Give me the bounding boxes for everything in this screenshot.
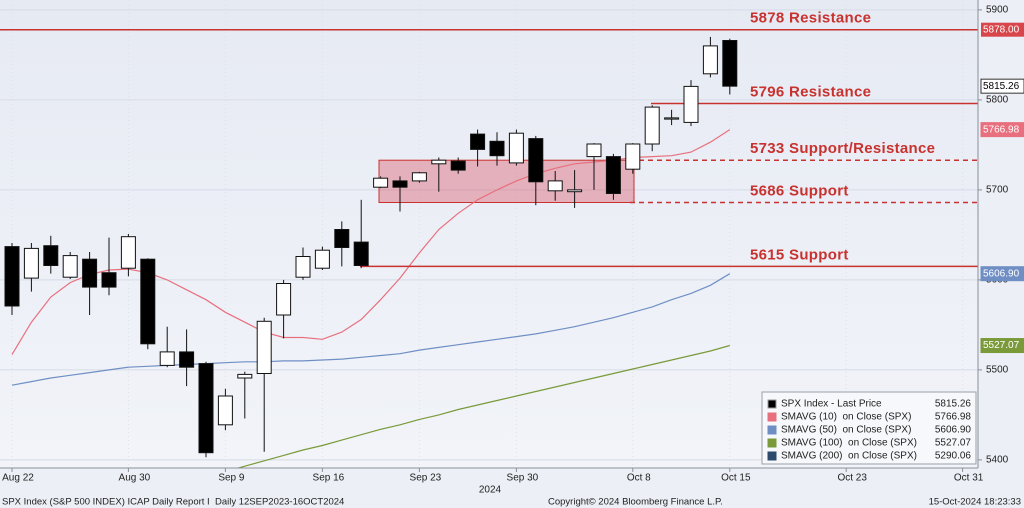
level-price-label: 5878.00 — [983, 24, 1020, 35]
candle-body — [276, 283, 292, 316]
y-tick-label: 5900 — [986, 5, 1009, 16]
candle-body — [101, 272, 117, 288]
candle-body — [23, 247, 39, 279]
level-layer: 5878 Resistance 5796 Resistance 5733 Suppo… — [0, 10, 978, 268]
candle-body — [411, 172, 427, 182]
price-box-label: 5606.90 — [983, 268, 1020, 279]
y-tick-label: 5400 — [986, 455, 1009, 466]
candle-body — [605, 156, 621, 195]
x-sublabel: 2024 — [479, 485, 502, 496]
candle-body — [256, 320, 272, 374]
legend-swatch — [767, 399, 777, 409]
legend-swatch — [767, 412, 777, 422]
price-box — [980, 78, 1024, 94]
candle-body — [159, 351, 175, 366]
legend-label: SMAVG (200) on Close (SPX) — [781, 451, 917, 462]
candle-body — [431, 159, 447, 165]
candle-body — [62, 255, 78, 278]
legend-value: 5606.90 — [935, 425, 972, 436]
plot-area — [0, 0, 978, 468]
candle-body — [82, 258, 98, 288]
ma-line — [11, 273, 731, 386]
x-tick-label: Aug 22 — [2, 473, 34, 484]
candle-body — [644, 106, 660, 145]
legend-value: 5290.06 — [935, 451, 972, 462]
candle-body — [450, 160, 466, 171]
legend-label: SMAVG (100) on Close (SPX) — [781, 438, 917, 449]
y-tick-label: 5800 — [986, 95, 1009, 106]
price-box — [980, 122, 1024, 138]
x-tick-label: Oct 23 — [837, 473, 867, 484]
candle-body — [586, 143, 602, 158]
x-tick-label: Aug 30 — [119, 473, 151, 484]
candle-body — [43, 245, 59, 266]
x-tick-label: Oct 15 — [721, 473, 751, 484]
candle-body — [4, 246, 20, 307]
candle-body — [489, 140, 505, 157]
candle-body — [702, 45, 718, 75]
candle-layer — [4, 36, 738, 458]
footer-left: SPX Index (S&P 500 INDEX) ICAP Daily Rep… — [2, 497, 344, 508]
candle-body — [625, 143, 641, 170]
x-tick-label: Sep 23 — [410, 473, 442, 484]
candle-body — [295, 256, 311, 278]
candle-body — [179, 351, 195, 368]
candle-body — [722, 40, 738, 87]
price-box-label: 5527.07 — [983, 340, 1020, 351]
level-label: 5796 Resistance — [750, 83, 871, 100]
price-box-label: 5815.26 — [983, 81, 1020, 92]
candle-body — [237, 373, 253, 379]
level-label: 5686 Support — [750, 182, 849, 199]
x-tick-label: Oct 31 — [954, 473, 984, 484]
candle-body — [120, 236, 136, 269]
candle-body — [373, 177, 389, 188]
price-box-label: 5766.98 — [983, 124, 1020, 135]
legend-swatch — [767, 438, 777, 448]
footer-right: 15-Oct-2024 18:23:33 — [929, 497, 1021, 508]
x-tick-label: Sep 30 — [507, 473, 539, 484]
ma-line — [236, 344, 730, 468]
candle-body — [470, 133, 486, 150]
candle-body — [683, 85, 699, 123]
y-tick-label: 5500 — [986, 365, 1009, 376]
footer-center: Copyright© 2024 Bloomberg Finance L.P. — [548, 497, 723, 508]
x-tick-label: Sep 16 — [313, 473, 345, 484]
x-tick-label: Oct 8 — [627, 473, 651, 484]
candle-body — [528, 138, 544, 183]
candle-body — [567, 189, 583, 193]
candle-body — [508, 132, 524, 164]
candle-body — [314, 249, 330, 269]
legend-box — [761, 391, 977, 465]
candle-body — [392, 180, 408, 188]
legend-label: SMAVG (50) on Close (SPX) — [781, 425, 911, 436]
candle-body — [547, 180, 563, 192]
legend-label: SPX Index - Last Price — [781, 399, 882, 410]
price-box — [980, 266, 1024, 282]
legend-value: 5815.26 — [935, 399, 972, 410]
candle-body — [664, 117, 680, 120]
x-tick-label: Sep 9 — [218, 473, 245, 484]
candle-body — [353, 241, 369, 267]
legend-swatch — [767, 425, 777, 435]
level-price-box — [981, 22, 1024, 37]
y-tick-label: 5700 — [986, 185, 1009, 196]
legend-swatch — [767, 451, 777, 461]
candle-body — [140, 258, 156, 345]
grid — [0, 0, 978, 468]
level-label: 5615 Support — [750, 246, 849, 263]
candle-body — [334, 229, 350, 248]
candle-body — [217, 395, 233, 426]
level-label: 5878 Resistance — [750, 10, 871, 27]
candle-body — [198, 363, 214, 454]
legend: SPX Index - Last Price 5815.26 SMAVG (10) … — [761, 391, 977, 465]
price-box — [980, 338, 1024, 354]
legend-label: SMAVG (10) on Close (SPX) — [781, 412, 911, 423]
legend-value: 5527.07 — [935, 438, 972, 449]
legend-value: 5766.98 — [935, 412, 972, 423]
level-label: 5733 Support/Resistance — [750, 140, 935, 157]
